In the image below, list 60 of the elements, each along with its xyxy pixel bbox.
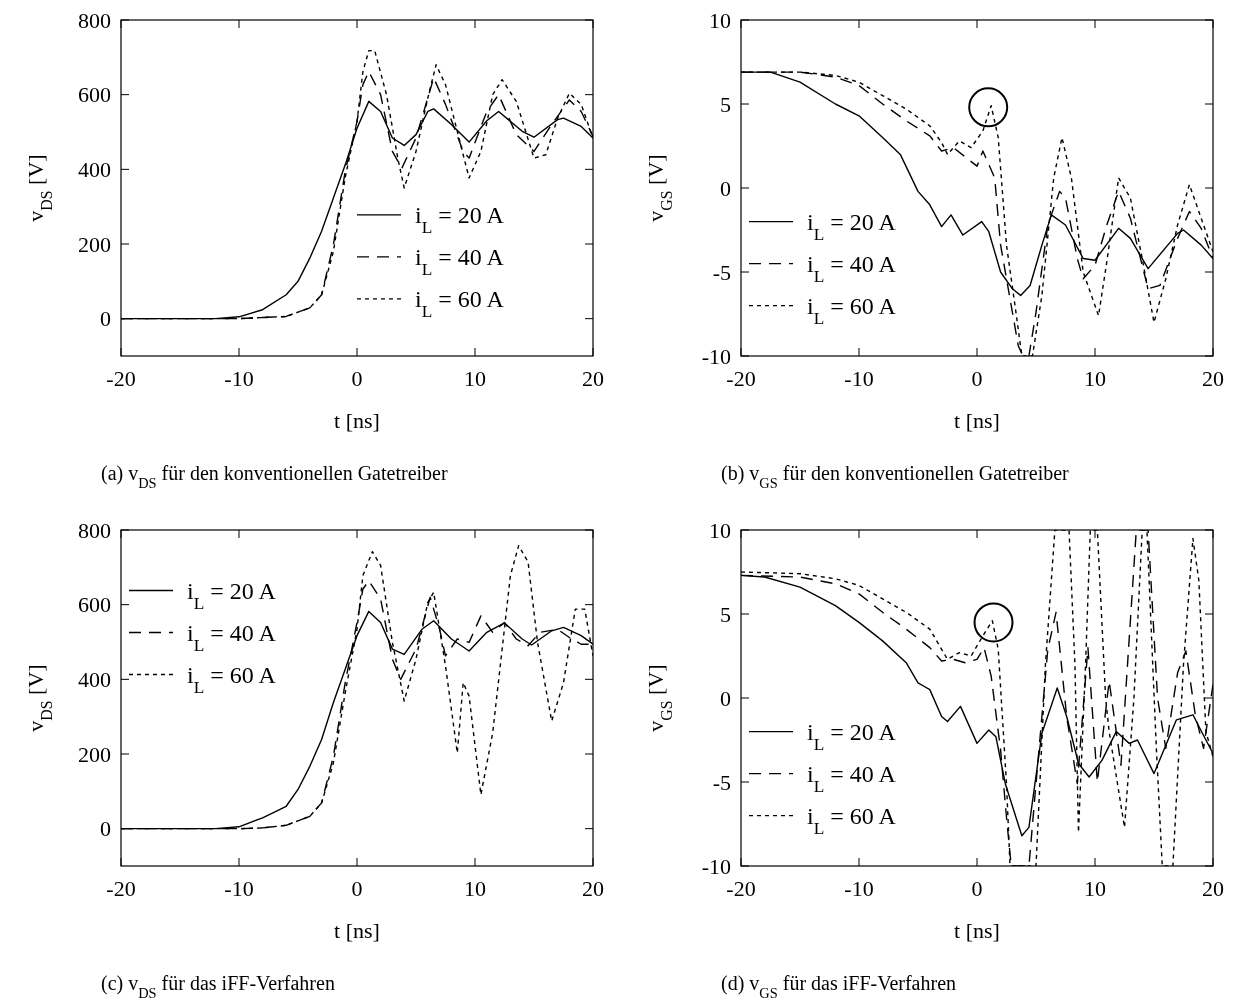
y-tick-label: 600 <box>78 82 111 108</box>
y-tick-label: 800 <box>78 517 111 543</box>
x-tick-label: 10 <box>1084 876 1106 901</box>
x-tick-label: 10 <box>1084 366 1106 391</box>
text: (a) v$_{DS}$ für den konventionellen Gatetreiber <box>101 462 448 491</box>
x-tick-label: -10 <box>844 366 874 391</box>
y-tick-label: 200 <box>78 231 111 257</box>
y-tick-label: 0 <box>100 816 111 842</box>
text: (b) v$_{GS}$ für den konventionellen Gatetreiber <box>721 462 1070 491</box>
y-tick-label: 800 <box>78 7 111 33</box>
y-tick-label: -5 <box>712 259 731 285</box>
y-tick-label: -10 <box>701 853 731 879</box>
x-tick-label: 20 <box>582 876 604 901</box>
y-tick-label: 200 <box>78 741 111 767</box>
x-tick-label: -10 <box>224 366 254 391</box>
legend-label: i$_{L}$ = 40 A <box>807 251 897 286</box>
text: (d) v$_{GS}$ für das iFF-Verfahren <box>721 972 957 1001</box>
x-tick-label: 20 <box>1202 366 1224 391</box>
y-tick-label: 600 <box>78 592 111 618</box>
x-tick-label: -20 <box>726 876 756 901</box>
x-axis-title: t [ns] <box>334 408 380 433</box>
legend-label: i$_{L}$ = 40 A <box>415 244 505 279</box>
text: (c) v$_{DS}$ für das iFF-Verfahren <box>101 972 335 1001</box>
x-tick-label: 0 <box>351 366 363 391</box>
x-axis-title: t [ns] <box>954 918 1000 943</box>
y-tick-label: 0 <box>720 175 731 201</box>
x-tick-label: -10 <box>844 876 874 901</box>
x-axis-title: t [ns] <box>334 918 380 943</box>
y-tick-label: -5 <box>712 769 731 795</box>
y-tick-label: 10 <box>709 7 731 33</box>
legend-label: i$_{L}$ = 60 A <box>807 803 897 838</box>
y-tick-label: 10 <box>709 517 731 543</box>
x-tick-label: -10 <box>224 876 254 901</box>
y-tick-label: -10 <box>701 343 731 369</box>
x-tick-label: 10 <box>464 876 486 901</box>
x-tick-label: 0 <box>971 876 983 901</box>
y-tick-label: 0 <box>720 685 731 711</box>
x-tick-label: 20 <box>1202 876 1224 901</box>
x-tick-label: -20 <box>106 366 136 391</box>
x-tick-label: 20 <box>582 366 604 391</box>
y-tick-label: 5 <box>720 91 731 117</box>
y-tick-label: 400 <box>78 667 111 693</box>
x-tick-label: 0 <box>351 876 363 901</box>
legend-label: i$_{L}$ = 20 A <box>807 209 897 244</box>
legend-label: i$_{L}$ = 20 A <box>187 577 277 613</box>
x-axis-title: t [ns] <box>954 408 1000 433</box>
x-tick-label: 0 <box>971 366 983 391</box>
legend-label: i$_{L}$ = 20 A <box>807 719 897 754</box>
legend-label: i$_{L}$ = 60 A <box>415 286 505 321</box>
legend-label: i$_{L}$ = 40 A <box>807 761 897 796</box>
x-tick-label: -20 <box>106 876 136 901</box>
x-tick-label: 10 <box>464 366 486 391</box>
legend-label: i$_{L}$ = 60 A <box>187 661 277 697</box>
y-tick-label: 400 <box>78 157 111 183</box>
y-tick-label: 5 <box>720 601 731 627</box>
legend-label: i$_{L}$ = 40 A <box>187 619 277 655</box>
legend-label: i$_{L}$ = 60 A <box>807 293 897 328</box>
legend-label: i$_{L}$ = 20 A <box>415 202 505 237</box>
x-tick-label: -20 <box>726 366 756 391</box>
y-tick-label: 0 <box>100 306 111 332</box>
